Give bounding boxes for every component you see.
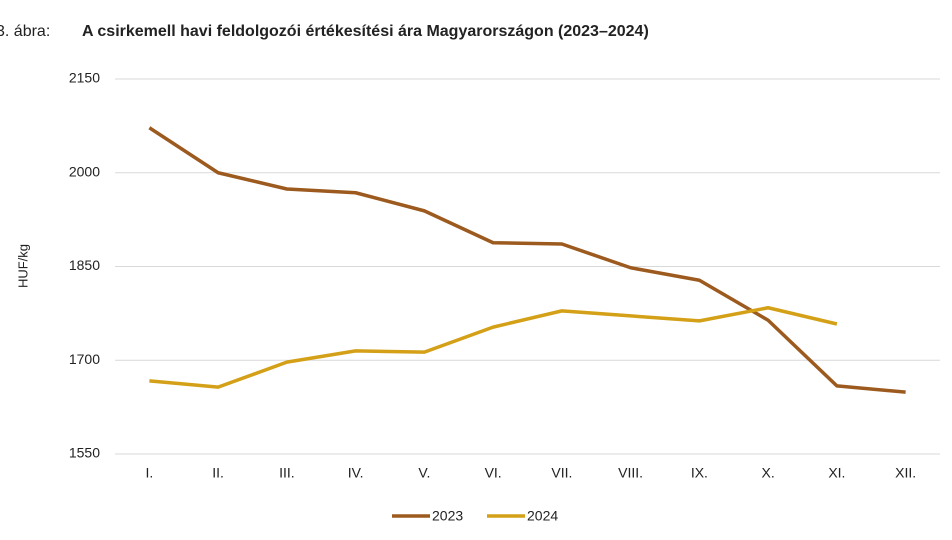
legend-label: 2024 bbox=[527, 508, 558, 524]
y-tick-label: 2150 bbox=[69, 70, 100, 86]
y-axis-label: HUF/kg bbox=[15, 244, 30, 288]
x-tick-label: X. bbox=[762, 465, 775, 481]
x-tick-label: II. bbox=[212, 465, 224, 481]
legend-label: 2023 bbox=[432, 508, 463, 524]
x-tick-label: VIII. bbox=[618, 465, 643, 481]
x-tick-label: XI. bbox=[828, 465, 845, 481]
y-tick-label: 1850 bbox=[69, 257, 100, 273]
x-tick-label: III. bbox=[279, 465, 295, 481]
x-tick-label: VII. bbox=[551, 465, 572, 481]
x-tick-label: IX. bbox=[691, 465, 708, 481]
x-tick-label: XII. bbox=[895, 465, 916, 481]
x-tick-label: I. bbox=[145, 465, 153, 481]
line-series bbox=[148, 126, 906, 394]
y-tick-label: 1550 bbox=[69, 445, 100, 461]
x-tick-label: VI. bbox=[485, 465, 502, 481]
y-tick-label: 2000 bbox=[69, 163, 100, 179]
x-tick-label: V. bbox=[418, 465, 430, 481]
y-tick-label: 1700 bbox=[69, 351, 100, 367]
figure-label: 3. ábra: bbox=[0, 23, 50, 40]
line-series bbox=[149, 306, 838, 389]
chart-title: A csirkemell havi feldolgozói értékesíté… bbox=[82, 23, 649, 40]
x-tick-label: IV. bbox=[348, 465, 364, 481]
